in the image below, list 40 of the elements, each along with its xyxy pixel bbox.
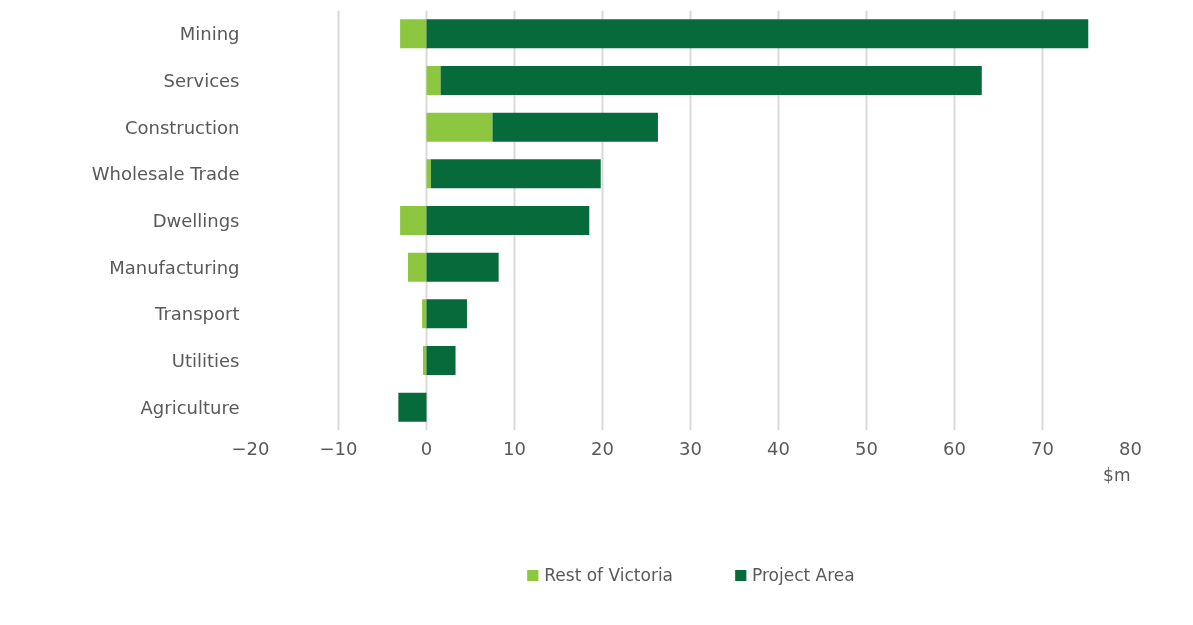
bar xyxy=(426,252,499,282)
x-tick-label: 30 xyxy=(679,437,702,459)
bar xyxy=(398,392,427,422)
y-tick-label: Wholesale Trade xyxy=(91,163,240,185)
bar xyxy=(426,66,441,95)
x-tick-label: 60 xyxy=(943,437,966,459)
legend-label: Project Area xyxy=(752,564,855,585)
bar xyxy=(426,19,1089,49)
x-tick-label: 70 xyxy=(1031,437,1054,459)
y-tick-label: Dwellings xyxy=(152,210,240,231)
bar xyxy=(430,159,601,189)
bar xyxy=(426,346,456,375)
y-tick-label: Transport xyxy=(154,303,240,325)
bar xyxy=(400,206,427,235)
x-tick-label: 20 xyxy=(591,437,614,459)
bar xyxy=(422,346,427,375)
legend-label: Rest of Victoria xyxy=(544,564,674,585)
bar xyxy=(440,66,982,95)
x-tick-label: 50 xyxy=(855,437,878,459)
y-tick-label: Utilities xyxy=(171,350,240,371)
bar xyxy=(408,252,427,282)
y-tick-label: Mining xyxy=(179,23,240,45)
x-tick-label: −10 xyxy=(319,437,358,459)
x-tick-label: 40 xyxy=(767,437,790,459)
y-tick-label: Services xyxy=(163,70,240,91)
y-tick-label: Construction xyxy=(124,116,240,138)
x-tick-label: −20 xyxy=(231,437,270,459)
bar xyxy=(426,159,431,189)
bar xyxy=(426,299,467,329)
bar xyxy=(426,112,493,142)
bar xyxy=(492,112,658,142)
bar xyxy=(426,206,590,235)
y-tick-label: Manufacturing xyxy=(109,256,240,278)
bar xyxy=(400,19,427,49)
bar xyxy=(422,299,427,329)
y-tick-label: Agriculture xyxy=(140,396,240,418)
x-tick-label: 0 xyxy=(420,437,433,459)
x-tick-label: 10 xyxy=(503,437,526,459)
x-axis-title: $m xyxy=(1103,464,1131,485)
x-tick-label: 80 xyxy=(1119,437,1142,459)
